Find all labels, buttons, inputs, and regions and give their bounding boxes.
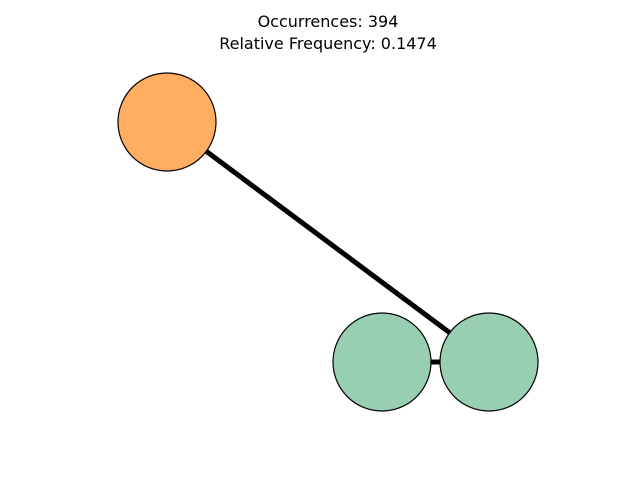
title-relative-frequency: Relative Frequency: 0.1474 xyxy=(219,34,437,53)
nodes-layer xyxy=(117,72,539,412)
node-1 xyxy=(117,72,217,172)
edge-node-1-node-3 xyxy=(165,119,491,365)
title-occurrences: Occurrences: 394 xyxy=(258,12,399,31)
node-3 xyxy=(439,312,539,412)
edges-layer xyxy=(165,119,491,365)
node-2 xyxy=(332,312,432,412)
